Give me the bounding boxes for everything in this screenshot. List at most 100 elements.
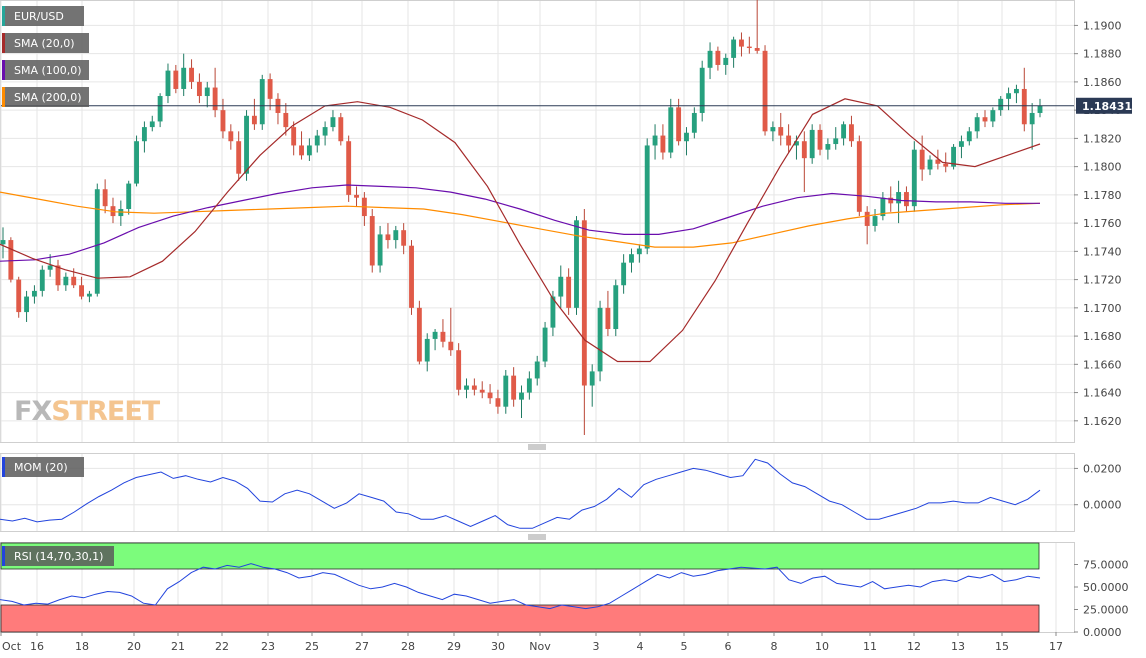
candle[interactable] bbox=[149, 115, 155, 132]
candle[interactable] bbox=[566, 268, 572, 315]
candle[interactable] bbox=[495, 389, 501, 414]
candle[interactable] bbox=[299, 131, 304, 160]
candle[interactable] bbox=[574, 216, 579, 315]
candle[interactable] bbox=[613, 279, 619, 337]
candle[interactable] bbox=[833, 127, 839, 150]
legend-item[interactable]: SMA (200,0) bbox=[2, 87, 89, 107]
candle[interactable] bbox=[464, 378, 469, 399]
candle[interactable] bbox=[526, 371, 532, 400]
candle[interactable] bbox=[809, 124, 815, 164]
candle[interactable] bbox=[511, 367, 517, 407]
momentum-legend[interactable]: MOM (20) bbox=[2, 457, 84, 477]
candle[interactable] bbox=[377, 225, 383, 273]
candle[interactable] bbox=[723, 53, 729, 75]
candle[interactable] bbox=[684, 127, 689, 156]
candle[interactable] bbox=[55, 259, 61, 291]
candle[interactable] bbox=[1006, 87, 1012, 111]
candle[interactable] bbox=[24, 290, 30, 322]
candle[interactable] bbox=[935, 149, 941, 170]
candle[interactable] bbox=[306, 138, 312, 161]
candle[interactable] bbox=[597, 300, 603, 382]
candle[interactable] bbox=[283, 103, 289, 136]
candle[interactable] bbox=[181, 53, 187, 97]
candle[interactable] bbox=[629, 248, 634, 273]
candle[interactable] bbox=[416, 300, 422, 365]
candle[interactable] bbox=[1029, 103, 1035, 150]
candle[interactable] bbox=[487, 384, 493, 404]
candle[interactable] bbox=[94, 183, 100, 297]
candle[interactable] bbox=[16, 276, 22, 318]
candle[interactable] bbox=[196, 73, 202, 104]
candle[interactable] bbox=[432, 329, 438, 351]
candle[interactable] bbox=[346, 135, 352, 202]
candle[interactable] bbox=[126, 180, 132, 215]
panel-resize-handle[interactable] bbox=[528, 444, 546, 450]
candle[interactable] bbox=[79, 276, 84, 300]
candle[interactable] bbox=[746, 36, 752, 54]
candle[interactable] bbox=[471, 378, 477, 396]
candle[interactable] bbox=[165, 63, 171, 104]
candle[interactable] bbox=[534, 355, 540, 386]
candle[interactable] bbox=[440, 319, 446, 348]
candle[interactable] bbox=[739, 32, 744, 57]
candle[interactable] bbox=[354, 186, 359, 207]
candle[interactable] bbox=[841, 121, 847, 146]
legend-item[interactable]: SMA (100,0) bbox=[2, 60, 89, 80]
panel-resize-handle[interactable] bbox=[528, 534, 546, 540]
candle[interactable] bbox=[157, 93, 163, 128]
candle[interactable] bbox=[47, 254, 53, 277]
candle[interactable] bbox=[0, 227, 6, 259]
candle[interactable] bbox=[31, 285, 37, 304]
candle[interactable] bbox=[401, 223, 407, 255]
candle[interactable] bbox=[636, 244, 642, 263]
candle[interactable] bbox=[927, 155, 933, 176]
candle[interactable] bbox=[1013, 84, 1019, 104]
candle[interactable] bbox=[770, 121, 776, 142]
candle[interactable] bbox=[251, 98, 257, 130]
candle[interactable] bbox=[872, 208, 878, 232]
candle[interactable] bbox=[904, 186, 909, 212]
candle[interactable] bbox=[825, 138, 831, 160]
candle[interactable] bbox=[974, 112, 980, 139]
rsi-legend[interactable]: RSI (14,70,30,1) bbox=[2, 546, 114, 566]
candle[interactable] bbox=[919, 135, 925, 181]
candle[interactable] bbox=[644, 138, 650, 255]
candle[interactable] bbox=[236, 131, 242, 181]
candle[interactable] bbox=[330, 110, 336, 132]
candle[interactable] bbox=[605, 290, 611, 337]
candle[interactable] bbox=[558, 265, 564, 308]
candle[interactable] bbox=[801, 131, 807, 193]
candle[interactable] bbox=[173, 64, 179, 94]
candle[interactable] bbox=[338, 112, 344, 146]
candle[interactable] bbox=[267, 73, 273, 111]
candle[interactable] bbox=[86, 290, 92, 303]
candle[interactable] bbox=[102, 179, 108, 214]
candle[interactable] bbox=[676, 98, 682, 146]
candle[interactable] bbox=[864, 206, 870, 245]
candle[interactable] bbox=[456, 343, 462, 396]
candle[interactable] bbox=[778, 112, 784, 146]
candle[interactable] bbox=[63, 272, 69, 291]
candle[interactable] bbox=[39, 265, 45, 297]
candle[interactable] bbox=[966, 127, 972, 146]
legend-item[interactable]: SMA (20,0) bbox=[2, 33, 89, 53]
candle[interactable] bbox=[244, 110, 249, 181]
candle[interactable] bbox=[880, 192, 886, 221]
candle[interactable] bbox=[581, 208, 587, 435]
candle[interactable] bbox=[754, 0, 760, 54]
candle[interactable] bbox=[1037, 98, 1043, 118]
candle[interactable] bbox=[1021, 67, 1027, 132]
candle[interactable] bbox=[959, 135, 964, 159]
candle[interactable] bbox=[817, 124, 823, 156]
candle[interactable] bbox=[589, 364, 595, 407]
candle[interactable] bbox=[660, 124, 666, 160]
candle[interactable] bbox=[503, 369, 509, 414]
candle[interactable] bbox=[707, 42, 713, 80]
candle[interactable] bbox=[856, 135, 862, 217]
candle[interactable] bbox=[731, 36, 737, 68]
candle[interactable] bbox=[393, 225, 399, 249]
candle[interactable] bbox=[542, 321, 548, 368]
candle[interactable] bbox=[911, 141, 917, 212]
candle[interactable] bbox=[448, 307, 454, 356]
candle[interactable] bbox=[204, 81, 210, 108]
